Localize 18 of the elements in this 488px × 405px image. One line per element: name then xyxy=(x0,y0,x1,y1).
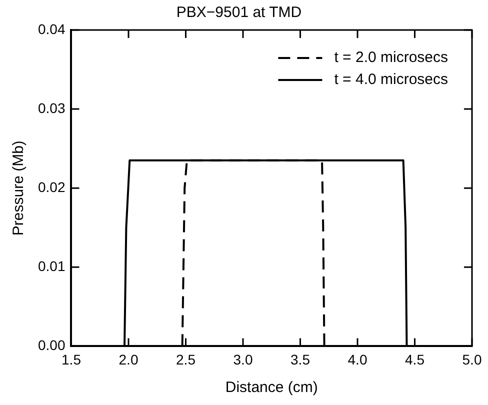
x-tick-label: 2.0 xyxy=(118,351,138,368)
y-tick-label: 0.00 xyxy=(38,337,66,354)
x-tick-label: 4.5 xyxy=(405,351,425,368)
y-tick-label: 0.01 xyxy=(38,258,66,274)
x-tick-label: 2.5 xyxy=(176,351,196,368)
y-tick-label: 0.04 xyxy=(38,20,66,37)
x-tick-label: 5.0 xyxy=(462,351,482,368)
x-tick-label: 3.5 xyxy=(290,351,310,368)
y-tick-label: 0.02 xyxy=(38,178,66,195)
x-axis-title: Distance (cm) xyxy=(225,379,318,396)
chart-title: PBX−9501 at TMD xyxy=(176,4,302,22)
x-tick-label: 1.5 xyxy=(62,351,82,368)
legend-label: t = 2.0 microsecs xyxy=(334,49,448,66)
x-tick-label: 4.0 xyxy=(348,351,368,368)
y-axis-title: Pressure (Mb) xyxy=(10,140,28,236)
legend-label: t = 4.0 microsecs xyxy=(334,71,448,88)
y-tick-label: 0.03 xyxy=(38,100,66,116)
x-tick-label: 3.0 xyxy=(233,351,253,368)
